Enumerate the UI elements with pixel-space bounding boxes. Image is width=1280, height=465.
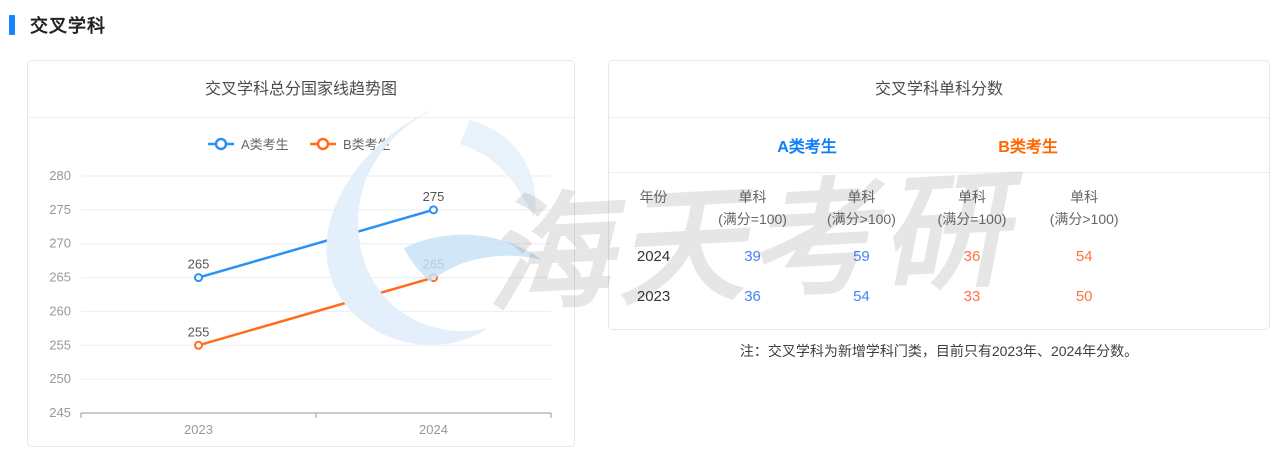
score-cell: 36 — [963, 248, 981, 265]
svg-text:275: 275 — [423, 189, 445, 204]
trend-chart-area: 245 250 255 260 265 270 275 280 2023 2024 265 275 25… — [28, 118, 574, 446]
score-cell: 59 — [853, 248, 870, 265]
data-point-icon — [429, 205, 438, 215]
svg-text:A类考生: A类考生 — [241, 137, 289, 152]
svg-text:B类考生: B类考生 — [343, 137, 391, 152]
category-a-label: A类考生 — [777, 139, 837, 156]
year-cell: 2023 — [636, 288, 671, 305]
category-header-row: A类考生 B类考生 — [609, 118, 1269, 173]
score-table: 年份 单科 (满分=100) 单科 (满分>100) 单科 (满分=100) 单科 (满分>10… — [609, 173, 1269, 317]
column-header-1: 单科 (满分=100) — [718, 189, 787, 227]
score-cell: 54 — [853, 288, 870, 305]
legend-item-0[interactable]: A类考生 — [208, 137, 289, 152]
column-header-3: 单科 (满分=100) — [937, 189, 1007, 227]
svg-text:245: 245 — [49, 405, 71, 420]
table-note: 注：交叉学科为新增学科门类，目前只有2023年、2024年分数。 — [739, 343, 1139, 359]
score-table-card: 交叉学科单科分数 A类考生 B类考生 年份 单科 (满分=100) 单科 (满分>100… — [608, 60, 1270, 330]
data-point-icon — [194, 273, 203, 283]
year-cell: 2024 — [636, 248, 671, 265]
svg-text:2024: 2024 — [419, 422, 448, 437]
section-header: 交叉学科 — [9, 12, 106, 38]
svg-text:275: 275 — [49, 202, 71, 217]
data-point-icon — [429, 273, 438, 283]
score-cell: 50 — [1075, 288, 1093, 305]
legend-item-1[interactable]: B类考生 — [310, 137, 391, 152]
row-spacer — [1140, 277, 1269, 317]
svg-text:280: 280 — [49, 168, 71, 183]
column-header-spacer — [1140, 173, 1269, 237]
svg-text:260: 260 — [49, 303, 71, 318]
score-cell: 36 — [744, 288, 761, 305]
page-title: 交叉学科 — [30, 16, 106, 36]
svg-text:255: 255 — [49, 337, 71, 352]
score-cell: 33 — [963, 288, 981, 305]
section-accent-bar — [9, 15, 15, 35]
svg-text:265: 265 — [423, 257, 445, 272]
svg-text:265: 265 — [188, 257, 210, 272]
trend-chart: 245 250 255 260 265 270 275 280 2023 2024 265 275 25… — [49, 137, 552, 437]
svg-text:270: 270 — [49, 236, 71, 251]
series-0: 265 275 — [188, 189, 445, 283]
trend-chart-card: 交叉学科总分国家线趋势图 245 250 255 260 265 270 275 280 202… — [27, 60, 575, 447]
column-header-4: 单科 (满分>100) — [1049, 189, 1119, 227]
column-header-2: 单科 (满分>100) — [827, 189, 896, 227]
legend-marker-icon — [316, 137, 330, 151]
table-card-title: 交叉学科单科分数 — [609, 61, 1269, 118]
svg-text:250: 250 — [49, 371, 71, 386]
svg-text:265: 265 — [49, 270, 71, 285]
legend-marker-icon — [214, 137, 228, 151]
chart-card-title: 交叉学科总分国家线趋势图 — [28, 61, 574, 118]
column-header-0: 年份 — [639, 189, 668, 205]
category-b-label: B类考生 — [998, 139, 1058, 156]
score-cell: 39 — [744, 248, 761, 265]
svg-text:255: 255 — [188, 324, 210, 339]
svg-text:2023: 2023 — [184, 422, 213, 437]
row-spacer — [1140, 237, 1269, 277]
score-cell: 54 — [1075, 248, 1093, 265]
data-point-icon — [194, 340, 203, 350]
